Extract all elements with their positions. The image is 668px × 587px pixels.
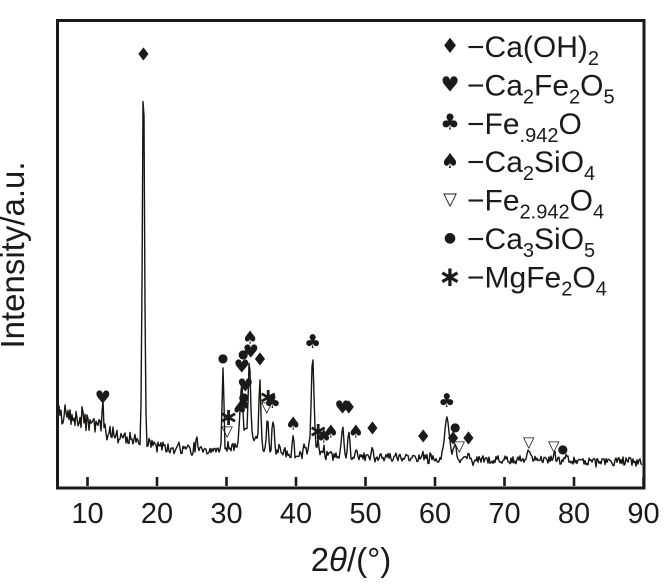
x-tick-label: 10 [71, 498, 103, 530]
xrd-pattern-line [58, 100, 643, 468]
legend-marker-heart-icon: ♥ [441, 72, 460, 96]
legend-item-fe2942o4: ▽ −Fe2.942O4 [443, 185, 604, 224]
x-axis: 10 20 30 40 50 60 70 80 90 [71, 477, 660, 530]
peak-marker-triangleOpen: ▽ [523, 433, 535, 451]
peak-marker-diamond: ♦ [341, 398, 357, 419]
peak-marker-heart: ♥ [234, 357, 250, 378]
legend-marker-asterisk-icon: ∗ [438, 260, 461, 293]
peak-marker-heart: ♥ [237, 376, 253, 397]
legend-item-ca2sio4: ♠ −Ca2SiO4 [441, 146, 596, 185]
x-tick-label: 50 [349, 498, 381, 530]
peak-marker-spade: ♠ [285, 414, 301, 435]
x-tick-label: 80 [558, 498, 590, 530]
peak-marker-triangleOpen: ▽ [261, 398, 273, 416]
peak-marker-circle: ● [239, 390, 249, 404]
peak-marker-club: ♣ [304, 331, 321, 353]
xrd-curve [58, 100, 643, 468]
peak-marker-club: ♣ [264, 391, 281, 413]
peak-marker-diamond: ♦ [460, 429, 476, 450]
peak-marker-asterisk: ∗ [308, 417, 328, 445]
peak-marker-circle: ● [558, 442, 568, 456]
peak-marker-diamond: ♦ [364, 419, 380, 440]
legend-label: −Fe.942O [467, 108, 582, 147]
peak-marker-diamond: ♦ [445, 429, 461, 450]
peak-marker-diamond: ♦ [415, 427, 431, 448]
x-tick-label: 40 [280, 498, 312, 530]
plot-border [56, 19, 646, 490]
peak-marker-heart: ♥ [243, 342, 259, 363]
peak-markers: ♥♦●∗▽♠●♥♥●♠♥♠♦∗▽♣♠♣∗♠♠♥♦♠ ♦ ♦♣●♦▽♦ ▽ ▽● [95, 45, 568, 457]
x-axis-label: 2θ/(°) [311, 541, 392, 578]
peak-marker-spade: ♠ [232, 399, 248, 420]
peak-marker-heart: ♥ [335, 398, 351, 419]
legend-label: −Ca3SiO5 [467, 223, 595, 262]
legend-item-ca-oh-2: ♦ −Ca(OH)2 [441, 31, 599, 70]
peak-marker-spade: ♠ [242, 328, 258, 349]
legend-label: −Ca(OH)2 [467, 31, 599, 70]
legend-item-mgfe2o4: ∗ −MgFe2O4 [438, 260, 607, 301]
peak-marker-heart: ♥ [95, 388, 111, 409]
peak-marker-triangleOpen: ▽ [454, 437, 466, 455]
peak-marker-spade: ♠ [348, 422, 364, 443]
x-tick-label: 30 [210, 498, 242, 530]
peak-marker-spade: ♠ [323, 422, 339, 443]
legend-marker-circle-icon: ● [444, 230, 456, 246]
peak-marker-triangleOpen: ▽ [221, 422, 233, 440]
peak-marker-spade: ♠ [316, 427, 332, 448]
legend-label: −MgFe2O4 [467, 261, 607, 300]
peak-marker-circle: ● [218, 351, 228, 365]
legend-label: −Ca2SiO4 [467, 146, 595, 185]
peak-marker-circle: ● [238, 347, 248, 361]
peak-marker-diamond: ♦ [135, 45, 151, 66]
x-tick-label: 60 [419, 498, 451, 530]
x-tick-label: 20 [141, 498, 173, 530]
peak-marker-diamond: ♦ [252, 350, 268, 371]
x-tick-label: 90 [627, 498, 659, 530]
legend-label: −Fe2.942O4 [467, 185, 604, 224]
legend-item-ca2fe2o5: ♥ −Ca2Fe2O5 [441, 69, 615, 108]
legend-marker-triangleOpen-icon: ▽ [443, 189, 457, 210]
legend-marker-diamond-icon: ♦ [441, 34, 460, 58]
plot-frame [56, 19, 646, 490]
peak-marker-circle: ● [450, 420, 460, 434]
legend-marker-spade-icon: ♠ [441, 149, 460, 173]
y-axis-label: Intensity/a.u. [0, 161, 31, 348]
x-tick-label: 70 [488, 498, 520, 530]
legend-marker-club-icon: ♣ [440, 110, 460, 135]
legend: ♦ −Ca(OH)2 ♥ −Ca2Fe2O5 ♣ −Fe.942O ♠ −Ca2SiO4 ▽ −F… [438, 31, 614, 300]
legend-item-fe942o: ♣ −Fe.942O [440, 108, 582, 147]
peak-marker-triangleOpen: ▽ [548, 437, 560, 455]
peak-marker-spade: ♠ [235, 395, 251, 416]
peak-marker-asterisk: ∗ [258, 383, 278, 411]
peak-marker-club: ♣ [438, 390, 455, 412]
legend-item-ca3sio5: ● −Ca3SiO5 [444, 223, 595, 262]
legend-label: −Ca2Fe2O5 [467, 69, 615, 108]
peak-marker-asterisk: ∗ [219, 403, 239, 431]
